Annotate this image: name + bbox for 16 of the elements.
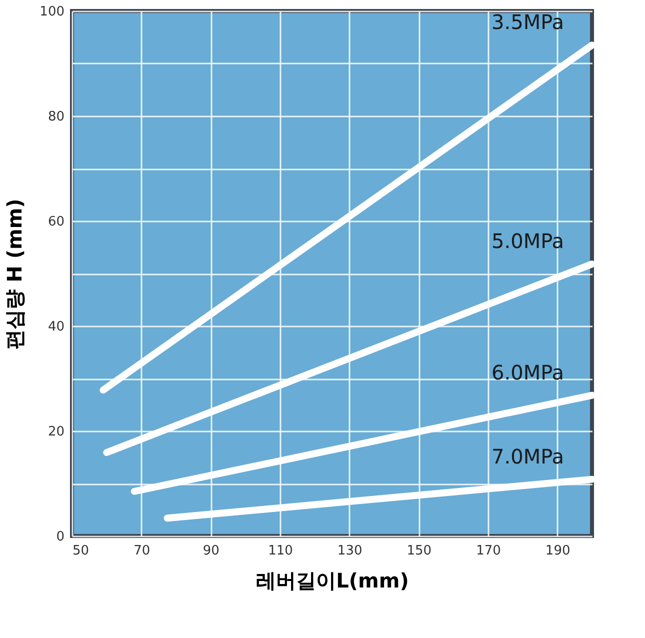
x-tick-label: 110 <box>268 544 293 558</box>
x-tick-label: 150 <box>406 544 432 558</box>
x-tick-label: 190 <box>545 544 570 558</box>
y-tick-label: 80 <box>48 110 64 124</box>
y-tick-label: 0 <box>56 530 64 544</box>
x-tick-label: 130 <box>337 544 362 558</box>
x-axis-title: 레버길이L(mm) <box>256 568 409 592</box>
y-axis-title: 편심량 H (mm) <box>2 198 27 350</box>
x-tick-label: 90 <box>202 544 220 558</box>
y-tick-label: 40 <box>48 320 64 334</box>
x-tick-label: 170 <box>476 544 501 558</box>
x-tick-label: 70 <box>134 544 150 558</box>
x-tick-label: 50 <box>72 544 90 558</box>
y-tick-label: 20 <box>48 424 64 440</box>
y-tick-label: 100 <box>40 4 64 20</box>
y-tick-label: 60 <box>48 214 64 230</box>
